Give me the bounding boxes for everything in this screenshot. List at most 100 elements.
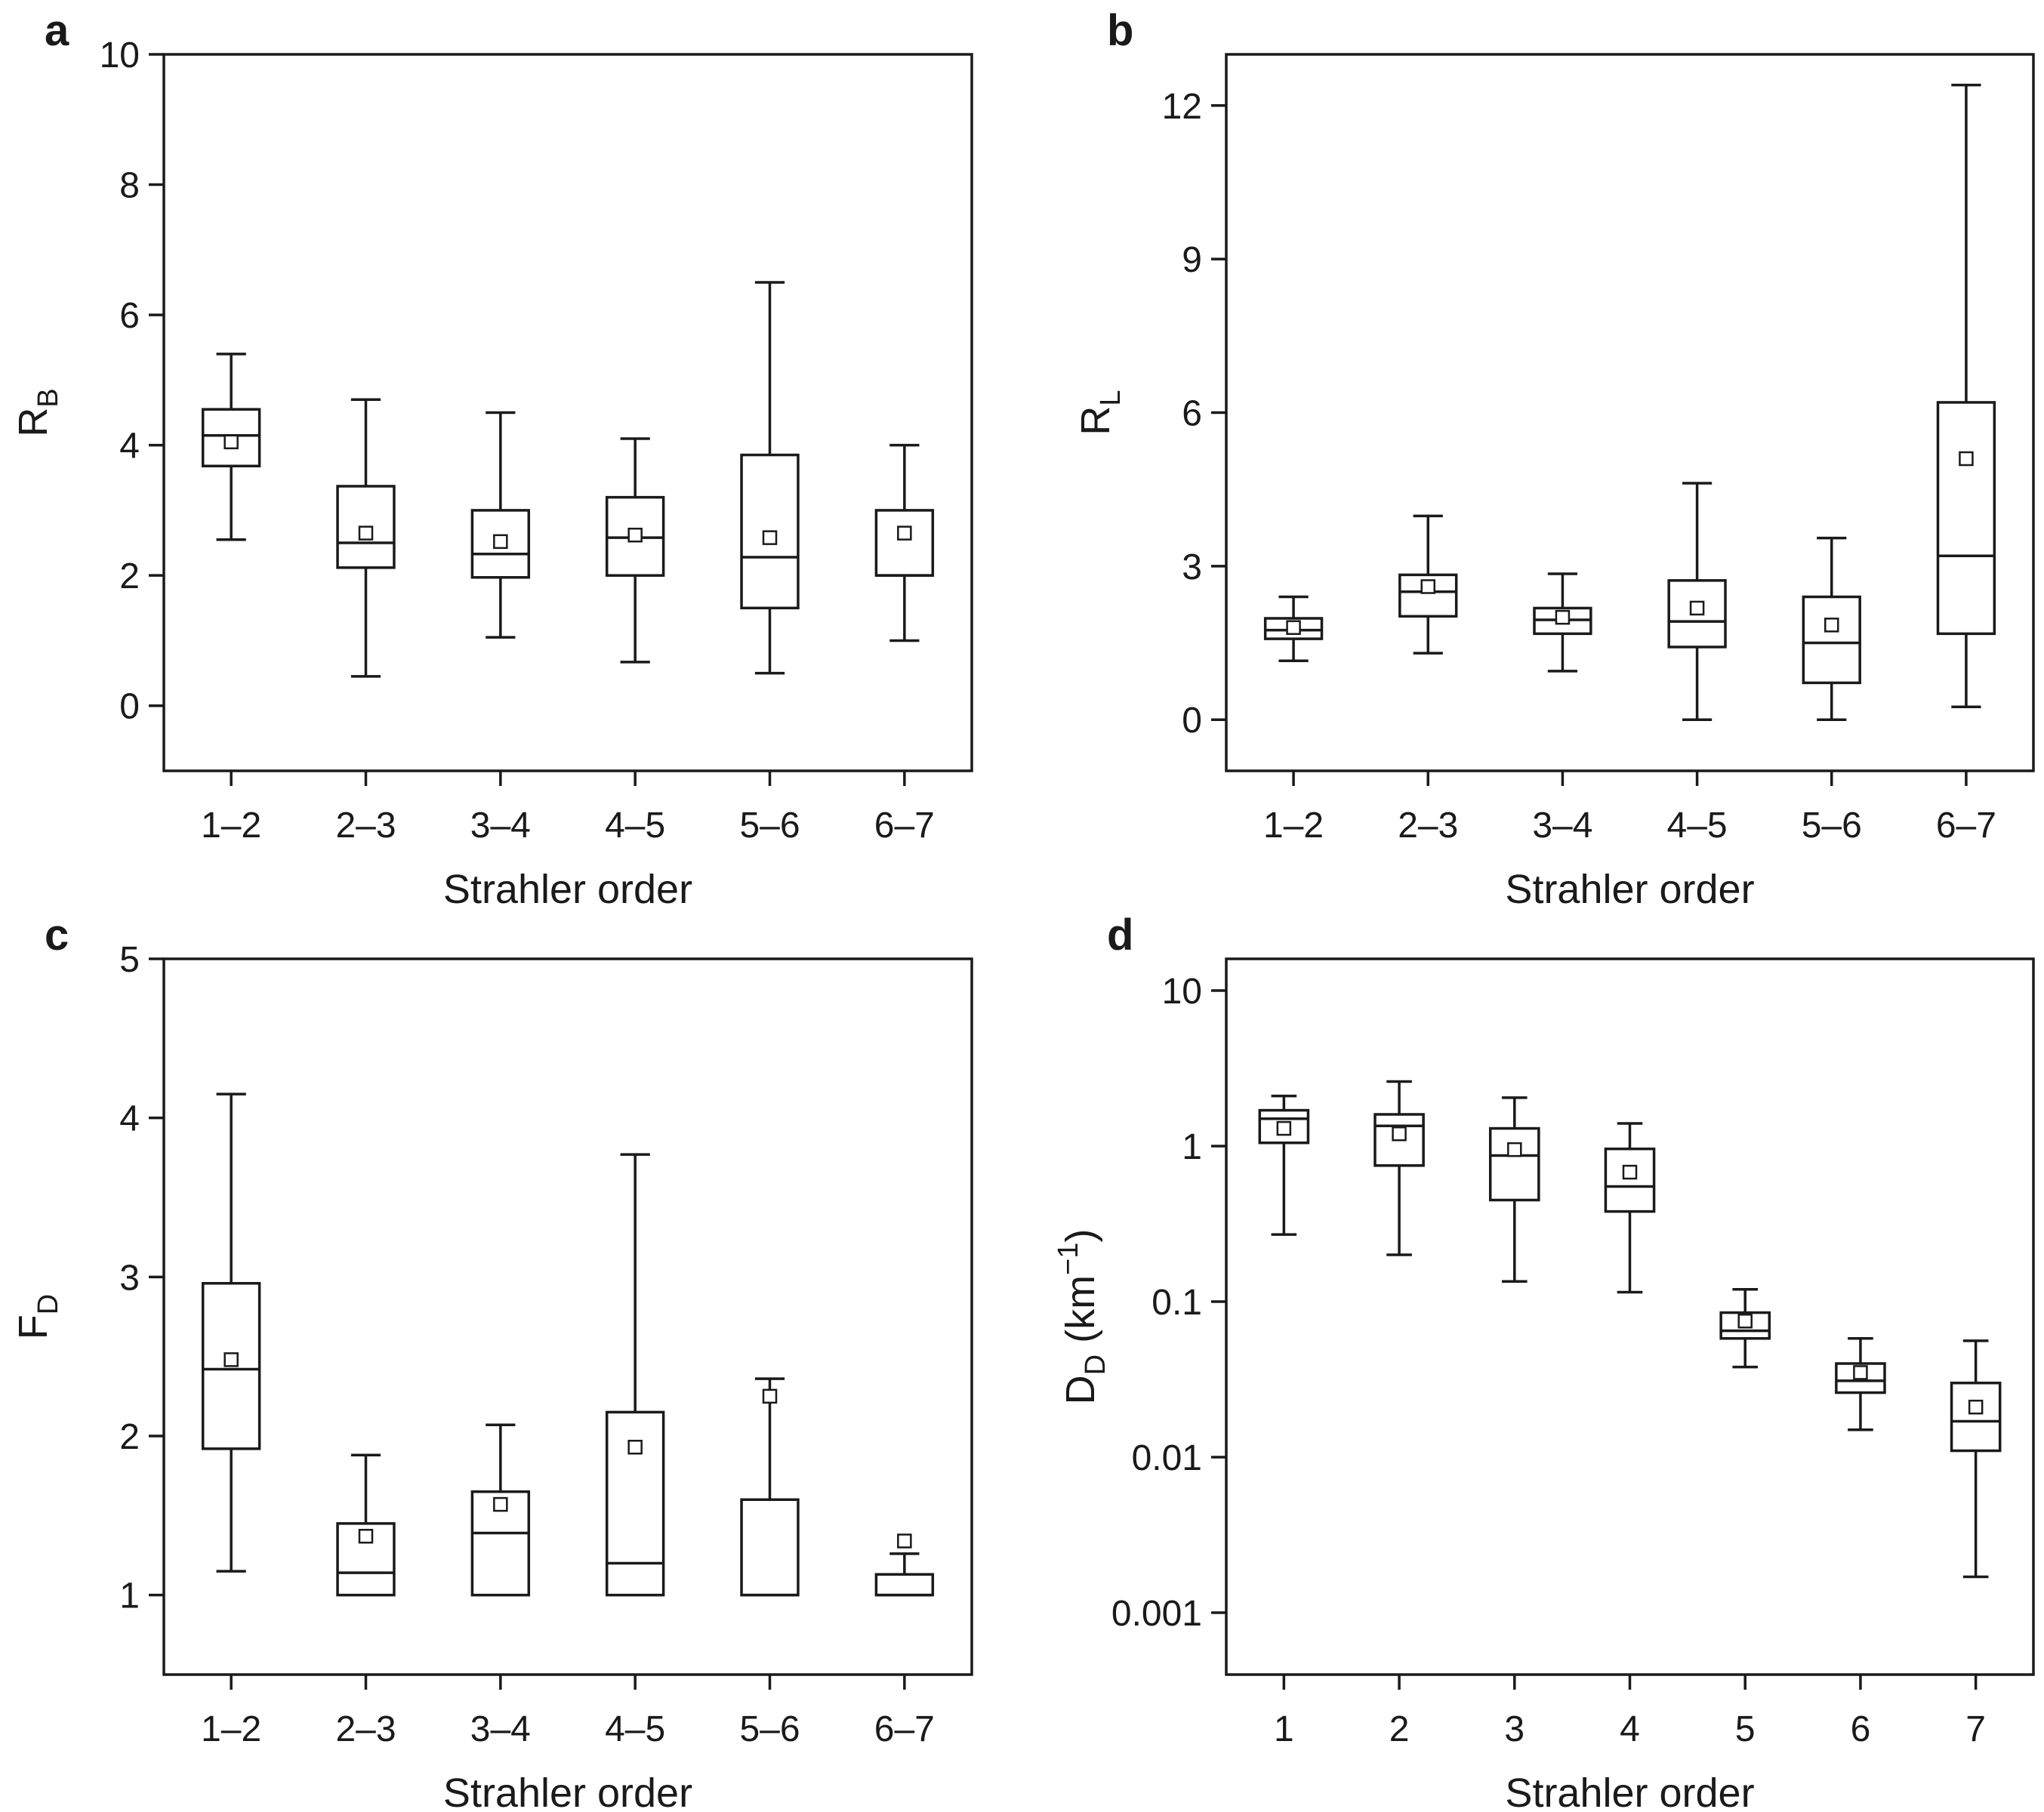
box-d-6 <box>1835 1337 1886 1431</box>
y-tick-label-d: 0.001 <box>1111 1594 1202 1634</box>
mean-marker <box>627 527 643 543</box>
x-tick-label-d: 5 <box>1735 1709 1756 1749</box>
box-c-5 <box>740 1377 800 1597</box>
mean-marker <box>897 525 912 541</box>
box-iqr <box>874 509 935 577</box>
plot-frame-d <box>1225 957 2035 1676</box>
mean-marker <box>1420 579 1435 594</box>
y-axis-title-superscript: −1 <box>1053 1243 1084 1275</box>
box-d-3 <box>1488 1096 1540 1283</box>
mean-marker <box>358 525 374 541</box>
x-tick-label-b: 4–5 <box>1667 806 1728 846</box>
mean-marker <box>1392 1126 1407 1142</box>
y-tick-label-c: 2 <box>119 1417 140 1457</box>
box-d-7 <box>1950 1339 2002 1579</box>
box-iqr <box>336 1522 396 1597</box>
box-d-2 <box>1373 1080 1425 1256</box>
panel-a: a 0 2 4 6 8 10 1–2 2–3 3–4 4–5 5–6 6–7 Strahler order… <box>11 6 973 912</box>
mean-marker <box>762 530 778 545</box>
x-tick-label-b: 5–6 <box>1802 806 1862 846</box>
panel-letter-a: a <box>45 6 69 55</box>
box-d-4 <box>1604 1122 1656 1294</box>
y-axis-title-subscript: L <box>1095 390 1127 405</box>
box-iqr <box>740 1498 800 1597</box>
box-iqr <box>1950 1381 2002 1453</box>
x-tick-label-d: 2 <box>1389 1709 1410 1749</box>
box-d-5 <box>1719 1287 1771 1369</box>
x-tick-label-a: 5–6 <box>739 806 800 846</box>
y-tick-label-a: 2 <box>119 556 140 596</box>
mean-marker <box>493 534 508 550</box>
x-tick-label-b: 6–7 <box>1936 806 1996 846</box>
box-c-6 <box>874 1533 935 1597</box>
mean-marker <box>1689 600 1705 616</box>
x-tick-label-c: 4–5 <box>605 1709 665 1749</box>
mean-marker <box>224 434 239 450</box>
panel-letter-d: d <box>1107 911 1133 960</box>
box-iqr <box>1373 1113 1425 1167</box>
y-tick-label-b: 0 <box>1182 701 1202 741</box>
box-c-2 <box>336 1453 396 1597</box>
x-tick-label-a: 1–2 <box>201 806 261 846</box>
y-tick-label-d: 0.01 <box>1132 1438 1202 1478</box>
y-tick-label-c: 5 <box>119 940 140 980</box>
y-tick-label-d: 0.1 <box>1151 1283 1202 1323</box>
y-axis-title-subscript: B <box>32 388 64 407</box>
box-b-6 <box>1936 83 1996 709</box>
x-tick-label-b: 1–2 <box>1263 806 1324 846</box>
y-axis-title-d: DD (km−1) <box>1053 1229 1111 1405</box>
x-tick-label-c: 2–3 <box>335 1709 396 1749</box>
y-tick-label-a: 4 <box>119 427 140 467</box>
x-tick-label-c: 3–4 <box>470 1709 531 1749</box>
box-c-1 <box>201 1092 261 1573</box>
panel-c: c 1 2 3 4 5 1–2 2–3 3–4 4–5 5–6 6–7 Strahler order FD <box>11 911 973 1812</box>
box-b-3 <box>1533 572 1592 673</box>
mean-marker <box>1853 1365 1868 1380</box>
x-axis-title-c: Strahler order <box>443 1770 692 1812</box>
mean-marker <box>1622 1164 1638 1180</box>
y-tick-label-c: 1 <box>119 1576 140 1616</box>
y-axis-title-main: F <box>11 1314 56 1339</box>
box-iqr <box>1936 401 1996 636</box>
box-iqr <box>874 1573 935 1597</box>
panel-letter-c: c <box>45 911 69 960</box>
y-axis-title-a: RB <box>11 388 64 436</box>
x-tick-label-d: 7 <box>1965 1709 1986 1749</box>
y-axis-title-main: R <box>11 408 56 437</box>
y-tick-label-a: 8 <box>119 166 140 206</box>
mean-marker <box>1737 1314 1753 1329</box>
y-tick-label-b: 12 <box>1162 87 1202 127</box>
mean-marker <box>358 1528 374 1544</box>
x-tick-label-d: 1 <box>1274 1709 1294 1749</box>
mean-marker <box>1276 1120 1292 1136</box>
x-tick-label-a: 4–5 <box>605 806 665 846</box>
mean-marker <box>627 1439 643 1455</box>
box-a-1 <box>201 353 261 541</box>
mean-marker <box>897 1533 912 1549</box>
plot-frame-c <box>162 957 973 1676</box>
y-tick-label-c: 3 <box>119 1258 140 1298</box>
box-iqr <box>1604 1147 1656 1213</box>
box-a-3 <box>470 411 531 639</box>
y-axis-title-c: FD <box>11 1294 64 1339</box>
box-iqr <box>1488 1126 1540 1202</box>
y-axis-title-subscript: D <box>32 1294 64 1314</box>
x-tick-label-a: 6–7 <box>874 806 935 846</box>
panel-b: b 0 3 6 9 12 1–2 2–3 3–4 4–5 5–6 6–7 Strahler order R… <box>1073 6 2035 912</box>
mean-marker <box>493 1496 508 1512</box>
y-axis-title-close: ) <box>1058 1229 1103 1243</box>
y-axis-title-main: R <box>1073 406 1118 436</box>
plot-frame-a <box>162 53 973 772</box>
y-tick-label-a: 10 <box>100 35 140 76</box>
box-a-4 <box>605 437 665 664</box>
y-tick-label-d: 1 <box>1182 1127 1202 1167</box>
box-a-6 <box>874 443 935 643</box>
mean-marker <box>1507 1142 1522 1157</box>
x-tick-label-c: 1–2 <box>201 1709 261 1749</box>
box-a-2 <box>336 398 396 678</box>
x-axis-title-b: Strahler order <box>1505 867 1754 912</box>
box-b-2 <box>1398 514 1458 655</box>
y-tick-label-a: 0 <box>119 687 140 727</box>
x-tick-label-d: 3 <box>1504 1709 1525 1749</box>
y-tick-label-d: 10 <box>1162 972 1202 1012</box>
